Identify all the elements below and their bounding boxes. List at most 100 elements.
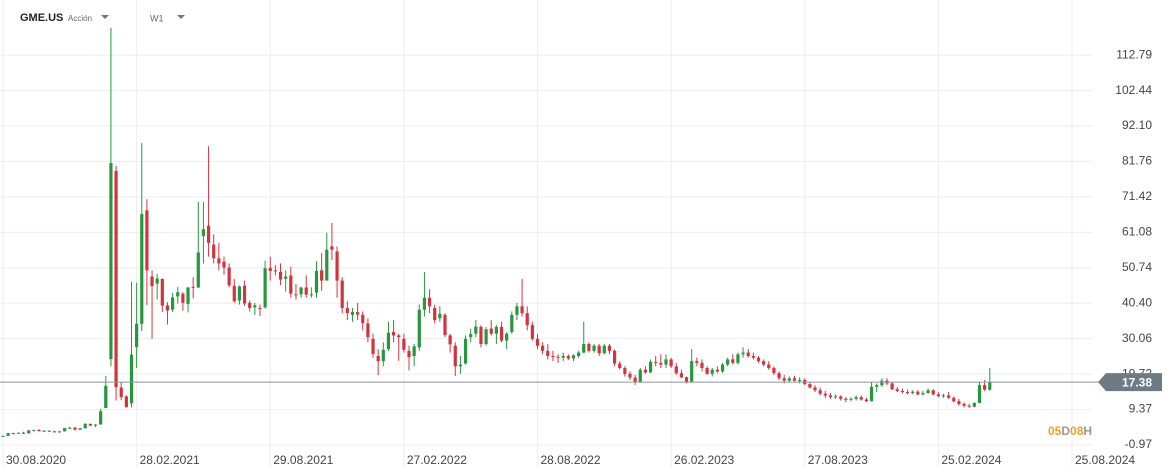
candle-body — [330, 246, 334, 250]
candle-body — [654, 361, 658, 363]
candle-body — [798, 379, 802, 381]
candle-body — [710, 369, 714, 374]
candle-body — [242, 285, 247, 304]
candle-body — [253, 305, 257, 308]
candle-body — [206, 225, 211, 243]
candle-body — [309, 294, 313, 296]
candle-body — [690, 361, 694, 382]
candle-body — [741, 352, 745, 355]
countdown-hours-unit: H — [1083, 424, 1092, 438]
y-tick-label: 102.44 — [1115, 83, 1152, 97]
candle-body — [674, 366, 678, 374]
candle-body — [155, 278, 159, 284]
candle-body — [222, 261, 226, 268]
candle-body — [864, 399, 869, 402]
candle-body — [489, 328, 493, 334]
y-tick-label: 30.06 — [1122, 331, 1152, 345]
candle-body — [366, 323, 370, 338]
y-tick-label: -0.97 — [1125, 437, 1153, 451]
candle-body — [510, 314, 514, 333]
candle-body — [839, 396, 843, 399]
candle-body — [494, 326, 498, 334]
candle-body — [751, 355, 755, 358]
candle-body — [27, 430, 31, 434]
candle-body — [11, 433, 15, 435]
candle-body — [376, 355, 380, 362]
candle-body — [140, 214, 144, 324]
candle-body — [844, 398, 848, 400]
candle-body — [181, 293, 185, 303]
candle-body — [530, 325, 534, 339]
candle-body — [314, 271, 319, 293]
candle-body — [962, 403, 966, 406]
candle-body — [762, 361, 766, 365]
timeframe[interactable]: W1 — [150, 13, 164, 23]
x-tick-label: 27.02.2022 — [407, 453, 467, 467]
x-tick-label: 27.08.2023 — [808, 453, 868, 467]
candle-body — [546, 350, 550, 356]
candle-body — [607, 345, 612, 351]
timeframe-dropdown[interactable] — [177, 15, 185, 19]
candle-body — [63, 427, 67, 432]
candle-body — [160, 278, 164, 306]
x-tick-label: 30.08.2020 — [6, 453, 66, 467]
candle-body — [474, 326, 478, 334]
candle-body — [165, 305, 170, 311]
candle-body — [936, 394, 940, 397]
candle-body — [42, 430, 46, 432]
candle-body — [736, 354, 740, 363]
y-tick-label: 9.37 — [1129, 402, 1153, 416]
candle-body — [407, 350, 411, 358]
y-tick-label: 40.40 — [1122, 295, 1152, 309]
candle-body — [618, 363, 622, 368]
candle-body — [171, 297, 175, 310]
candle-body — [854, 397, 858, 399]
candle-body — [6, 433, 10, 436]
candle-body — [787, 378, 791, 381]
candle-body — [623, 367, 627, 374]
candle-body — [325, 249, 329, 281]
candle-body — [422, 297, 427, 310]
overlay: 17.38 — [0, 373, 1162, 392]
candle-body — [967, 405, 971, 407]
candle-body — [700, 362, 704, 368]
candle-body — [99, 411, 103, 425]
candle-body — [119, 387, 123, 398]
candle-body — [679, 373, 684, 378]
candle-body — [427, 297, 432, 307]
candle-body — [695, 361, 699, 363]
price-label-box — [1098, 373, 1162, 392]
candle-body — [114, 170, 118, 388]
candle-body — [237, 286, 242, 301]
candle-body — [571, 355, 576, 359]
candle-body — [777, 373, 781, 379]
countdown-days-unit: D — [1061, 424, 1070, 438]
symbol[interactable]: GME.US — [20, 12, 63, 24]
candle-body — [124, 396, 128, 408]
candle-body — [905, 391, 910, 394]
candle-body — [186, 287, 190, 304]
candle-body — [983, 385, 987, 390]
candle-body — [957, 401, 961, 404]
candle-body — [659, 362, 663, 365]
candle-body — [638, 369, 642, 382]
candle-body — [201, 229, 206, 237]
candle-body — [633, 377, 637, 382]
candle-body — [972, 402, 976, 407]
candle-body — [78, 428, 82, 430]
candle-body — [212, 244, 216, 259]
y-tick-label: 50.74 — [1122, 260, 1152, 274]
candle-body — [356, 312, 360, 315]
x-tick-label: 26.02.2023 — [674, 453, 734, 467]
x-tick-label: 25.08.2024 — [1075, 453, 1135, 467]
candle-body — [577, 352, 581, 356]
candle-body — [612, 350, 617, 364]
candle-body — [833, 396, 838, 398]
symbol-dropdown[interactable] — [101, 15, 109, 19]
candle-body — [890, 383, 894, 390]
candle-body — [304, 287, 308, 295]
candle-body — [941, 395, 946, 397]
candle-body — [566, 355, 570, 359]
candle-body — [926, 390, 930, 394]
candle-body — [911, 391, 915, 394]
